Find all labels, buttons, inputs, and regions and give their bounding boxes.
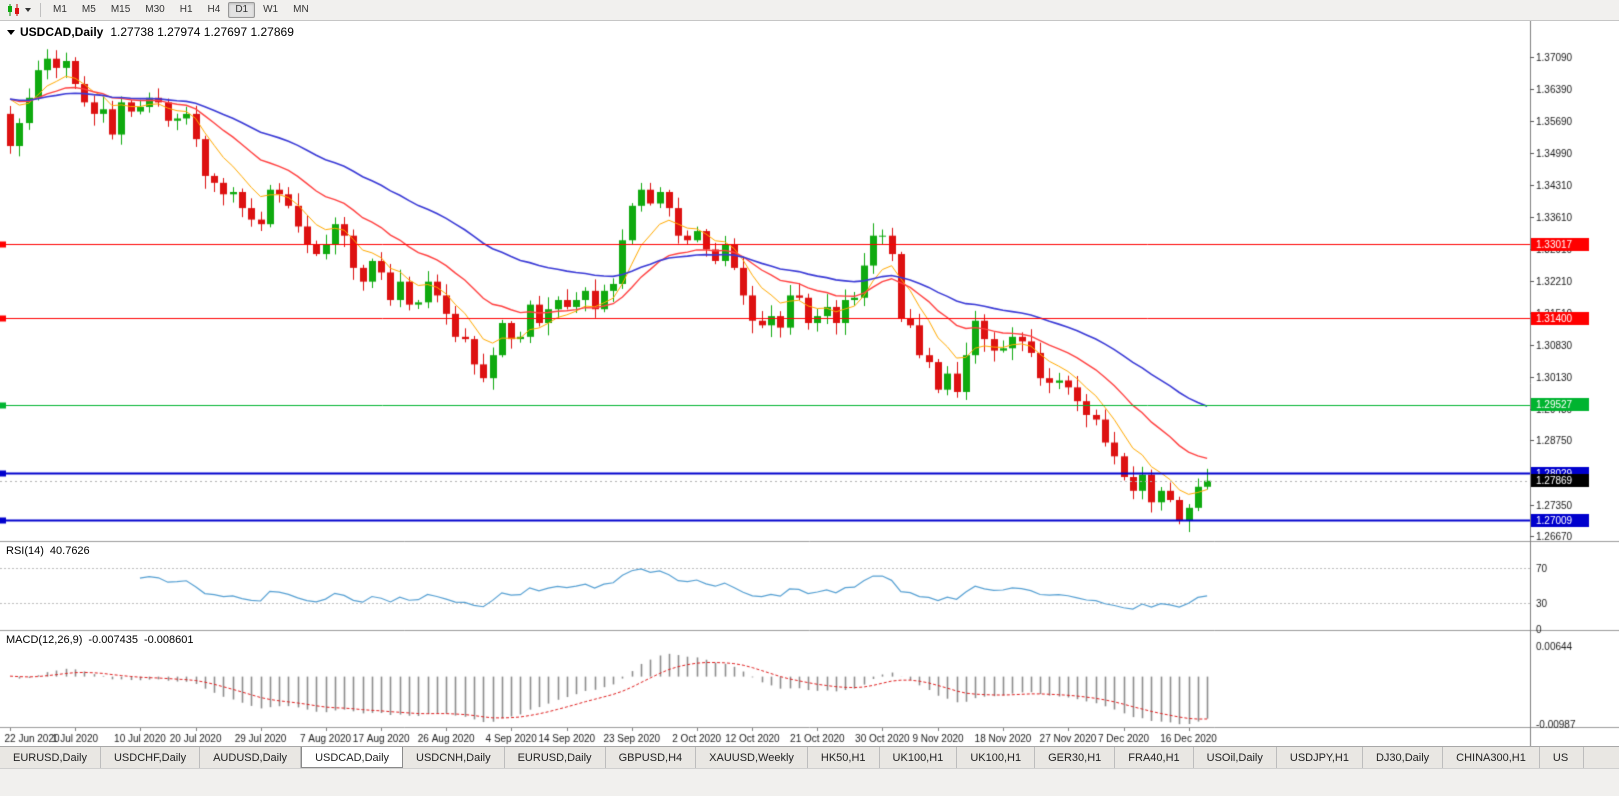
chart-tab-hk50-h1[interactable]: HK50,H1 bbox=[807, 747, 880, 768]
chart-tab-ger30-h1[interactable]: GER30,H1 bbox=[1035, 747, 1116, 768]
timeframe-button-h4[interactable]: H4 bbox=[207, 4, 221, 15]
chart-type-button[interactable] bbox=[6, 3, 31, 17]
chart-tab-usdcnh-daily[interactable]: USDCNH,Daily bbox=[403, 747, 505, 768]
timeframe-buttons: M1 M5 M15 M30 H1 H4 D1 W1 MN bbox=[46, 2, 316, 18]
chart-tab-usoil-daily[interactable]: USOil,Daily bbox=[1193, 747, 1277, 768]
timeframe-button-d1[interactable]: D1 bbox=[228, 2, 256, 18]
chart-tab-uk100-h1[interactable]: UK100,H1 bbox=[957, 747, 1036, 768]
timeframe-toolbar: M1 M5 M15 M30 H1 H4 D1 W1 MN bbox=[0, 0, 1619, 21]
chart-tab-usdchf-daily[interactable]: USDCHF,Daily bbox=[100, 747, 201, 768]
chart-tab-usdcad-daily[interactable]: USDCAD,Daily bbox=[301, 747, 404, 768]
timeframe-button-m1[interactable]: M1 bbox=[53, 4, 67, 15]
toolbar-separator bbox=[40, 3, 41, 17]
caret-down-icon bbox=[25, 8, 31, 12]
timeframe-button-m30[interactable]: M30 bbox=[145, 4, 165, 15]
chart-tab-xauusd-weekly[interactable]: XAUUSD,Weekly bbox=[696, 747, 808, 768]
candlestick-chart-icon bbox=[8, 4, 19, 16]
chart-tab-fra40-h1[interactable]: FRA40,H1 bbox=[1115, 747, 1194, 768]
status-bar bbox=[0, 768, 1619, 796]
chart-tab-bar: EURUSD,Daily USDCHF,Daily AUDUSD,Daily USDC… bbox=[0, 746, 1619, 768]
timeframe-button-m15[interactable]: M15 bbox=[110, 4, 131, 15]
chart-tab-usdjpy-h1[interactable]: USDJPY,H1 bbox=[1276, 747, 1363, 768]
chart-tab-gbpusd-h4[interactable]: GBPUSD,H4 bbox=[605, 747, 697, 768]
chart-tab-eurusd-daily[interactable]: EURUSD,Daily bbox=[0, 747, 101, 768]
timeframe-button-m5[interactable]: M5 bbox=[81, 4, 96, 15]
chart-tab-dj30-daily[interactable]: DJ30,Daily bbox=[1362, 747, 1444, 768]
timeframe-button-h1[interactable]: H1 bbox=[179, 4, 193, 15]
chart-tab-audusd-daily[interactable]: AUDUSD,Daily bbox=[200, 747, 302, 768]
chart-tab-us[interactable]: US bbox=[1539, 747, 1584, 768]
chart-tab-uk100-h1[interactable]: UK100,H1 bbox=[879, 747, 958, 768]
chart-tab-eurusd-daily[interactable]: EURUSD,Daily bbox=[504, 747, 606, 768]
timeframe-button-mn[interactable]: MN bbox=[293, 4, 309, 15]
chart-window: USDCAD,Daily 1.27738 1.27974 1.27697 1.27… bbox=[0, 21, 1619, 746]
chart-canvas[interactable] bbox=[0, 21, 1619, 746]
timeframe-button-w1[interactable]: W1 bbox=[263, 4, 279, 15]
chart-tab-china300-h1[interactable]: CHINA300,H1 bbox=[1443, 747, 1540, 768]
